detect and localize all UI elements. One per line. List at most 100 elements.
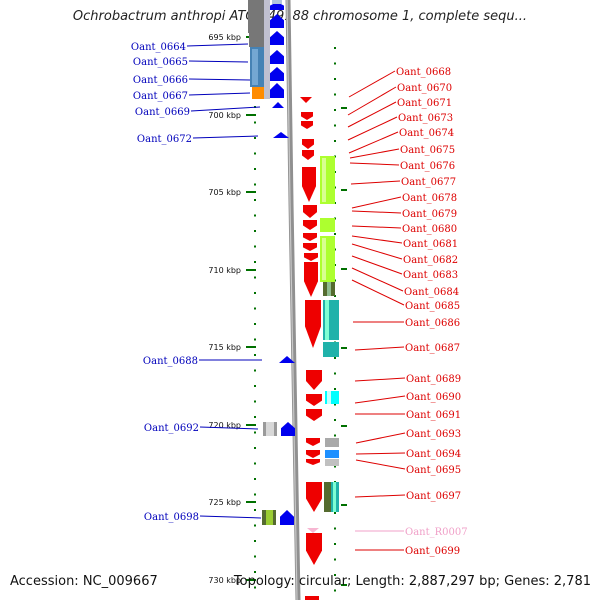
gene-arrow [303, 220, 317, 230]
tick-dot [334, 543, 336, 545]
gene-arrow [273, 132, 289, 138]
tick-dot [254, 137, 256, 139]
tick-dot [254, 555, 256, 558]
tick-dot [254, 493, 256, 496]
tick-dot [254, 199, 256, 201]
tick-dot [254, 245, 256, 248]
tick-dot [254, 152, 256, 155]
gene-block [325, 450, 339, 458]
tick-dot [334, 527, 336, 530]
gene-block-shade [325, 300, 329, 340]
gene-arrow [270, 83, 284, 98]
gene-label-left: Oant_0688 [143, 356, 198, 367]
tick-dot [334, 574, 336, 576]
ruler-label: 695 kbp [208, 33, 241, 42]
tick-dot [254, 338, 256, 341]
leader-line [349, 162, 400, 166]
gene-block [248, 0, 266, 33]
leader-line [199, 515, 262, 519]
gene-arrow [305, 300, 321, 348]
tick-dot [334, 357, 336, 359]
tick-dot [334, 434, 336, 437]
tick-dot [254, 230, 256, 232]
gene-label-right: Oant_R0007 [405, 527, 468, 538]
gene-arrow [306, 438, 320, 446]
leader-line [351, 243, 403, 260]
leader-line [350, 180, 401, 185]
tick-dash [341, 268, 347, 270]
gene-arrow [306, 394, 322, 406]
leader-line [199, 426, 259, 430]
gene-label-right: Oant_0685 [405, 301, 460, 312]
gene-block-edge [264, 0, 270, 99]
label-leader-lines [186, 43, 406, 551]
backbone-highlight [286, 0, 298, 600]
gene-arrow [303, 243, 317, 251]
tick-dot [254, 214, 256, 217]
tick-dot [254, 354, 256, 356]
gene-block-shade [266, 510, 273, 525]
right-strand-features [300, 97, 339, 600]
leader-line [355, 432, 406, 444]
kbp-ruler: 695 kbp 700 kbp 705 kbp 710 kbp 715 kbp 720 k… [208, 33, 256, 585]
gene-label-right: Oant_0670 [397, 83, 452, 94]
gene-label-right: Oant_0686 [405, 318, 460, 329]
tick-dot [254, 478, 256, 480]
tick-dot [334, 419, 336, 421]
gene-label-right: Oant_0675 [400, 145, 455, 156]
leader-line [354, 395, 406, 404]
leader-line [355, 459, 406, 470]
tick-dot [334, 372, 336, 375]
gene-label-right: Oant_0671 [397, 98, 452, 109]
gene-label-right: Oant_0693 [406, 429, 461, 440]
tick-dash [341, 504, 347, 506]
leader-line [188, 60, 249, 63]
gene-arrow [302, 139, 314, 149]
chromosome-backbone [285, 0, 301, 600]
gene-arrow [270, 14, 284, 28]
tick-dash [341, 347, 347, 349]
gene-arrow [306, 370, 322, 390]
tick-dot [334, 388, 336, 390]
left-strand-features [248, 0, 295, 525]
tick-dot [254, 292, 256, 294]
gene-arrow [281, 422, 295, 436]
gene-arrow [301, 121, 313, 129]
leader-line [351, 210, 402, 214]
leader-line [348, 70, 396, 98]
gene-label-left: Oant_0666 [133, 75, 188, 86]
gene-block-shade [327, 282, 331, 296]
tick-dot [254, 307, 256, 310]
tick-dot [334, 465, 336, 468]
gene-block-shade [327, 391, 331, 404]
gene-label-right: Oant_0697 [406, 491, 461, 502]
gene-arrow [300, 97, 312, 103]
gene-label-left: Oant_0667 [133, 91, 188, 102]
tick-dot [254, 524, 256, 527]
gene-arrow [306, 482, 322, 512]
gene-block [305, 596, 319, 600]
leader-line [351, 255, 403, 275]
leader-line [354, 377, 406, 382]
gene-label-left: Oant_0665 [133, 57, 188, 68]
tick-dot [334, 403, 336, 406]
gene-arrow [304, 262, 318, 297]
leader-line [351, 267, 404, 292]
tick-dot [254, 276, 256, 279]
gene-label-right: Oant_0668 [396, 67, 451, 78]
gene-arrow [302, 150, 314, 160]
gene-label-right: Oant_0681 [403, 239, 458, 250]
tick-dot [254, 369, 256, 372]
rna-feature [307, 528, 319, 533]
tick-dot [254, 168, 256, 170]
gene-label-left: Oant_0698 [144, 512, 199, 523]
leader-line [188, 78, 251, 81]
gene-label-right: Oant_0695 [406, 465, 461, 476]
tick-dot [334, 512, 336, 514]
gene-label-right: Oant_0699 [405, 546, 460, 557]
ruler-label: 710 kbp [208, 266, 241, 275]
tick-dot [254, 431, 256, 434]
tick-dot [334, 140, 336, 142]
gene-arrow [270, 50, 284, 64]
